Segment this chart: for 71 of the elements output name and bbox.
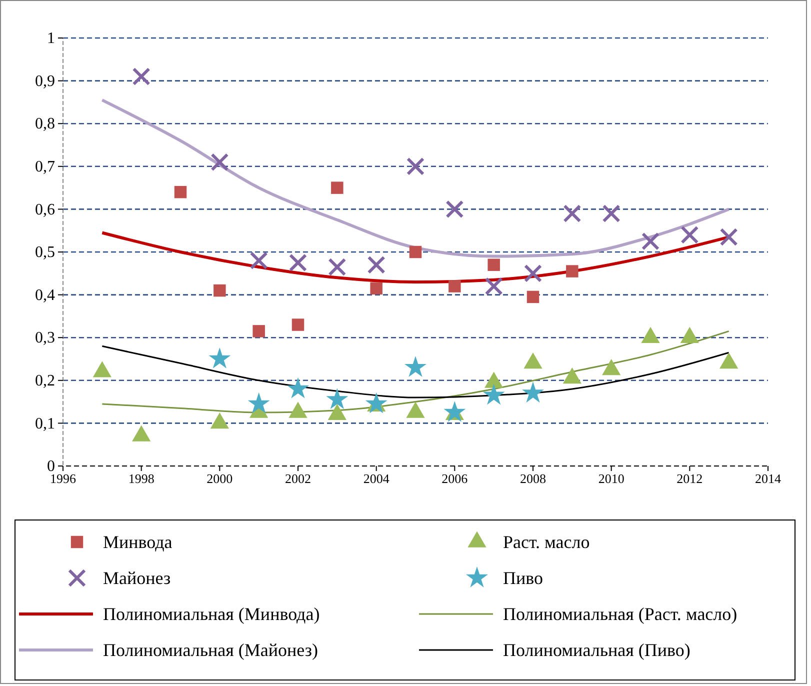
point [328,404,346,420]
x-tick-label: 2010 [598,471,624,486]
point [174,186,187,198]
point [488,258,500,271]
point [287,377,309,398]
y-tick-label: 0,2 [35,372,55,390]
point [367,256,386,274]
point [326,388,348,410]
point [641,232,660,250]
point [566,265,578,278]
point [720,352,738,369]
point [370,282,382,295]
legend-label: Майонез [103,568,171,588]
point [448,280,461,292]
y-tick-label: 0,4 [35,286,55,304]
legend-label: Полиномиальная (Пиво) [503,640,690,660]
y-tick-label: 0,5 [35,244,55,262]
y-tick-label: 1 [47,30,55,48]
x-tick-label: 2012 [676,471,703,486]
point [208,347,231,368]
point [252,325,265,338]
point [92,361,112,378]
point [409,246,422,258]
point [292,318,304,331]
x-tick-label: 2004 [363,471,390,486]
point [328,258,346,276]
x-tick-label: 2000 [206,471,233,486]
legend-label: Полиномиальная (Майонез) [103,640,318,660]
x-tick-label: 1998 [128,471,154,486]
point [446,200,464,218]
point [680,226,699,244]
y-tick-label: 0,7 [35,158,55,176]
line-series [100,98,730,258]
y-tick-label: 0,1 [35,415,55,432]
point [210,412,229,429]
x-tick-label: 2002 [285,471,311,486]
point [214,284,226,297]
point [563,204,582,223]
point [524,352,542,369]
point [288,254,308,272]
point [132,425,151,442]
x-tick-label: 2014 [755,471,782,486]
point [526,290,540,304]
point [331,182,344,194]
legend-label: Минвода [103,532,172,552]
point [522,382,544,403]
point [482,384,505,405]
point [406,157,425,176]
point [288,402,308,418]
point [602,204,620,223]
point [250,252,268,270]
y-tick-label: 0,6 [35,201,55,218]
x-tick-label: 2006 [442,471,468,486]
x-tick-label: 2008 [520,471,546,486]
legend-label: Полиномиальная (Минвода) [103,604,320,624]
y-tick-label: 0,9 [35,72,55,90]
point [406,402,425,418]
point [248,392,270,414]
point [562,368,582,384]
point [720,228,738,246]
y-tick-label: 0,8 [35,116,55,133]
point [484,277,503,296]
legend-label: Пиво [503,568,544,588]
point [524,264,542,282]
point [484,372,504,388]
point [404,356,426,377]
point [210,153,229,172]
y-tick-label: 0,3 [35,330,55,347]
point [602,358,621,376]
legend-label: Раст. масло [503,532,590,552]
legend-label: Полиномиальная (Раст. масло) [503,604,738,624]
